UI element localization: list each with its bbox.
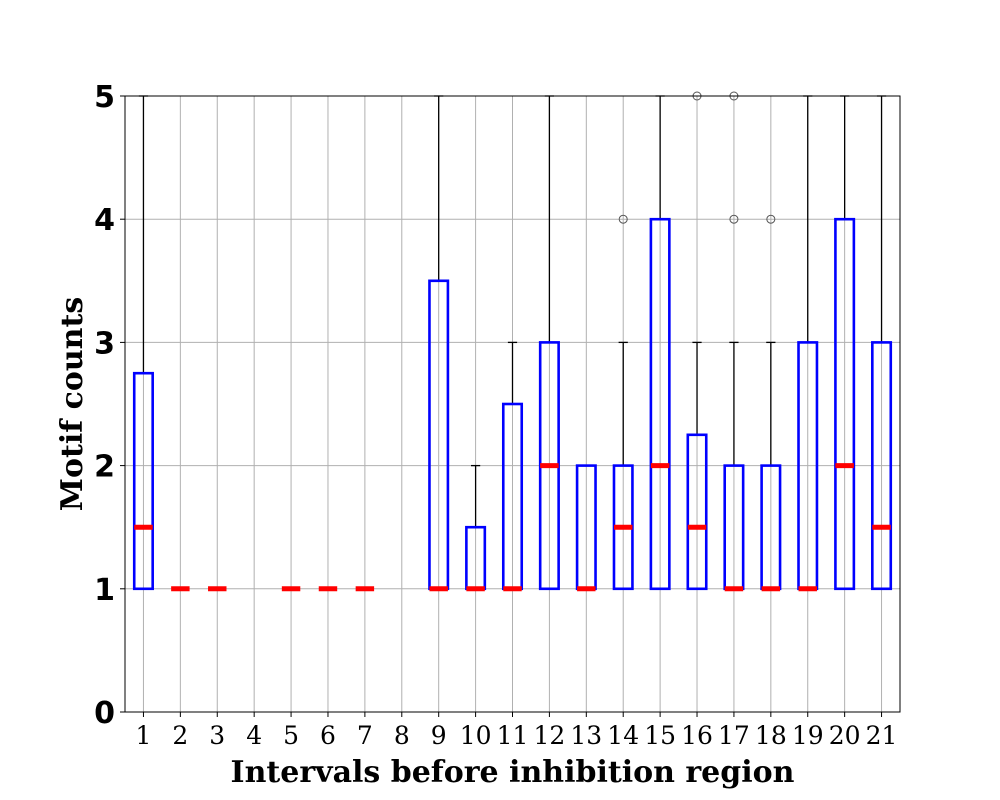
box-iqr bbox=[871, 341, 893, 591]
x-tick-label: 14 bbox=[607, 721, 639, 750]
plot-marks bbox=[132, 91, 893, 592]
x-tick-label: 15 bbox=[644, 721, 676, 750]
x-tick-label: 7 bbox=[357, 721, 373, 750]
y-axis-ticks: 0 1 2 3 4 5 bbox=[94, 80, 125, 731]
x-tick-label: 16 bbox=[681, 721, 713, 750]
box-9 bbox=[428, 95, 450, 592]
box-18 bbox=[760, 214, 782, 592]
x-tick-label: 19 bbox=[792, 721, 824, 750]
box-10 bbox=[465, 464, 487, 592]
box-11 bbox=[501, 341, 524, 592]
x-tick-label: 2 bbox=[172, 721, 188, 750]
box-19 bbox=[797, 95, 819, 592]
x-tick-label: 3 bbox=[209, 721, 225, 750]
y-tick-label: 4 bbox=[94, 203, 115, 238]
box-20 bbox=[834, 95, 856, 591]
x-tick-label: 13 bbox=[570, 721, 602, 750]
x-tick-label: 6 bbox=[320, 721, 336, 750]
box-16 bbox=[686, 91, 708, 591]
x-tick-label: 9 bbox=[431, 721, 447, 750]
y-tick-label: 3 bbox=[94, 326, 115, 361]
x-tick-label: 10 bbox=[460, 721, 492, 750]
x-tick-label: 1 bbox=[135, 721, 151, 750]
y-tick-label: 0 bbox=[94, 696, 115, 731]
box-17 bbox=[723, 91, 745, 592]
x-axis-label: Intervals before inhibition region bbox=[231, 755, 795, 790]
x-tick-label: 12 bbox=[533, 721, 565, 750]
x-tick-label: 11 bbox=[497, 721, 529, 750]
outlier-point bbox=[618, 214, 628, 224]
y-tick-label: 2 bbox=[94, 450, 115, 485]
box-iqr bbox=[834, 217, 856, 591]
box-iqr bbox=[686, 433, 708, 591]
x-tick-label: 8 bbox=[394, 721, 410, 750]
box-iqr bbox=[649, 217, 671, 591]
x-axis-ticks: 1 2 3 4 5 6 7 8 9 10 11 12 13 14 15 16 17 18 19 20 21 bbox=[135, 712, 897, 750]
outlier-point bbox=[729, 214, 739, 224]
x-tick-label: 4 bbox=[246, 721, 262, 750]
y-tick-label: 1 bbox=[94, 573, 115, 608]
box-13 bbox=[575, 464, 597, 592]
x-tick-label: 5 bbox=[283, 721, 299, 750]
x-tick-label: 21 bbox=[866, 721, 898, 750]
box-15 bbox=[649, 95, 671, 591]
x-tick-label: 18 bbox=[755, 721, 787, 750]
box-21 bbox=[871, 95, 893, 591]
x-tick-label: 17 bbox=[718, 721, 750, 750]
y-tick-label: 5 bbox=[94, 80, 115, 115]
y-axis-label: Motif counts bbox=[55, 297, 90, 511]
outlier-point bbox=[766, 214, 776, 224]
x-tick-label: 20 bbox=[829, 721, 861, 750]
box-iqr bbox=[132, 371, 154, 591]
box-14 bbox=[612, 214, 634, 591]
